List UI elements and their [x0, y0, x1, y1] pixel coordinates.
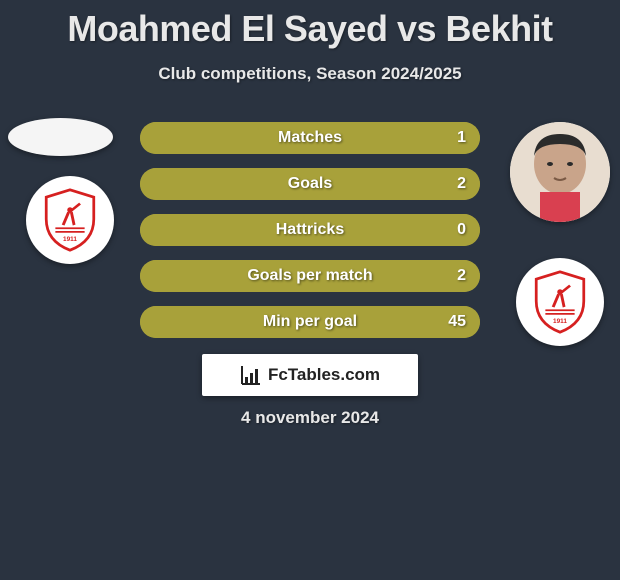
brand-text: FcTables.com — [268, 365, 380, 385]
crest-icon: 1911 — [42, 188, 98, 252]
page-subtitle: Club competitions, Season 2024/2025 — [0, 64, 620, 84]
page-title: Moahmed El Sayed vs Bekhit — [0, 0, 620, 50]
stat-label: Goals — [288, 175, 332, 193]
stat-label: Goals per match — [247, 267, 372, 285]
chart-icon — [240, 364, 262, 386]
brand-badge: FcTables.com — [202, 354, 418, 396]
stat-value-right: 0 — [457, 221, 466, 239]
stat-value-right: 2 — [457, 267, 466, 285]
face-icon — [510, 122, 610, 222]
player-right-club-crest: 1911 — [516, 258, 604, 346]
stat-row: Hattricks 0 — [140, 214, 480, 246]
player-left-avatar — [8, 118, 113, 156]
stat-value-right: 2 — [457, 175, 466, 193]
stat-value-right: 1 — [457, 129, 466, 147]
stat-label: Hattricks — [276, 221, 344, 239]
stat-row: Min per goal 45 — [140, 306, 480, 338]
stats-container: Matches 1 Goals 2 Hattricks 0 Goals per match 2… — [140, 122, 480, 352]
date-text: 4 november 2024 — [0, 408, 620, 428]
stat-label: Matches — [278, 129, 342, 147]
player-right-avatar — [510, 122, 610, 222]
crest-icon: 1911 — [532, 270, 588, 334]
player-left-club-crest: 1911 — [26, 176, 114, 264]
stat-label: Min per goal — [263, 313, 357, 331]
svg-text:1911: 1911 — [63, 236, 77, 243]
stat-row: Matches 1 — [140, 122, 480, 154]
stat-row: Goals per match 2 — [140, 260, 480, 292]
stat-value-right: 45 — [448, 313, 466, 331]
stat-row: Goals 2 — [140, 168, 480, 200]
svg-text:1911: 1911 — [553, 318, 567, 325]
